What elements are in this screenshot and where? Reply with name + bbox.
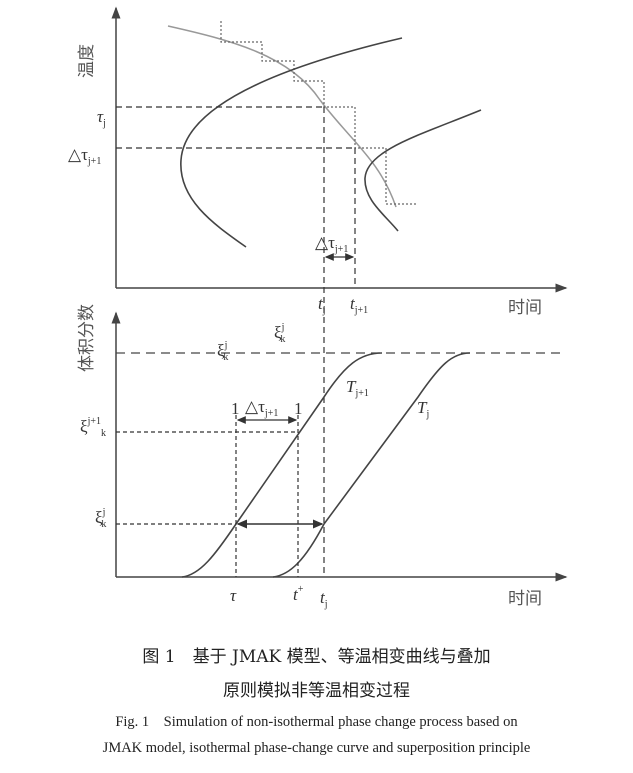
xi-top-label: ξj k [217,340,228,363]
caption-en-line1: Fig. 1 Simulation of non-isothermal phas… [115,714,518,730]
top-x-axis-label: 时间 [508,298,542,318]
tj-label: tj [318,294,326,316]
delta-tau-bottom-label: △τj+1 [245,397,278,419]
one-label-left: 1 [231,399,240,418]
delta-tau-arrow-label: △τj+1 [315,233,348,255]
xi-j1-label: ξj+1k [80,416,106,439]
delta-tau-j1-label: △τj+1 [68,145,101,167]
bottom-x-axis-label: 时间 [508,589,542,609]
stepwise-cooling [220,21,417,205]
tj-bottom-label: tj [320,588,328,610]
bottom-y-axis-label: 体积分数 [77,304,97,372]
one-label-right: 1 [294,399,303,418]
t-plus-label: t+ [293,584,304,604]
top-plot: 温度 τj △τj+1 △τj+1 tj tj+1 时间 [68,6,568,577]
tj1-label: tj+1 [350,294,368,316]
xi-top-label-2: ξj k [274,322,285,345]
caption-cn-line1: 图 1 基于 JMAK 模型、等温相变曲线与叠加 [142,647,491,667]
cooling-curve [167,25,397,208]
bottom-plot: 体积分数 ξj k ξj k ξj+1k ξj k Tj+1 Tj 1 1 △τj+1… [77,304,568,610]
curve-T-j1 [181,352,383,578]
ttt-curve-start [180,37,403,248]
curve-T-j [272,352,471,578]
tau-label: τ [230,586,237,605]
curve-T-j-label: Tj [417,398,429,420]
caption-en-line2: JMAK model, isothermal phase-change curv… [102,740,531,756]
top-y-axis-label: 温度 [77,44,97,78]
caption-cn-line2: 原则模拟非等温相变过程 [223,681,410,701]
ttt-curve-finish [364,109,482,232]
curve-T-j1-label: Tj+1 [346,377,369,399]
xi-j-label: ξj k [95,507,106,530]
tau-j-label: τj [97,107,106,129]
